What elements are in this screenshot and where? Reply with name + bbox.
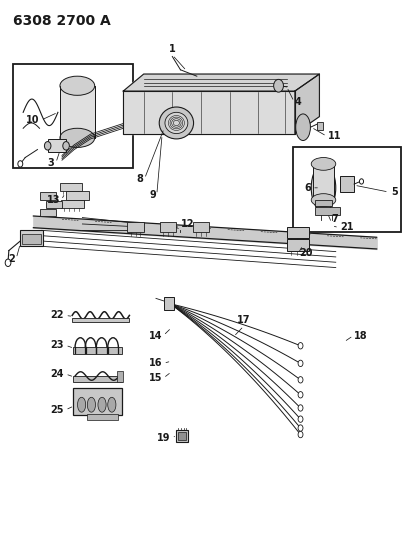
Bar: [60, 86, 94, 138]
Bar: [20, 230, 43, 246]
Bar: [127, 222, 144, 232]
Bar: [339, 176, 353, 192]
Text: 21: 21: [339, 222, 353, 232]
Ellipse shape: [310, 158, 335, 170]
Ellipse shape: [273, 79, 283, 92]
Polygon shape: [294, 74, 319, 134]
Bar: [164, 297, 174, 310]
Ellipse shape: [310, 164, 335, 212]
Bar: [66, 191, 88, 199]
Ellipse shape: [77, 397, 85, 412]
Bar: [47, 139, 66, 152]
Text: 20: 20: [298, 248, 312, 258]
Ellipse shape: [297, 416, 302, 422]
Text: 23: 23: [50, 340, 64, 350]
Text: 2: 2: [8, 254, 15, 263]
Ellipse shape: [108, 397, 116, 412]
Ellipse shape: [297, 377, 302, 383]
Text: 22: 22: [50, 310, 64, 320]
Ellipse shape: [60, 76, 94, 95]
Text: 24: 24: [50, 369, 64, 379]
Text: 8: 8: [137, 174, 144, 184]
Bar: [13, 64, 133, 168]
Bar: [22, 233, 40, 244]
Ellipse shape: [297, 343, 302, 349]
Text: 3: 3: [47, 158, 54, 168]
Ellipse shape: [297, 431, 302, 438]
Ellipse shape: [295, 114, 310, 141]
Text: 15: 15: [148, 373, 162, 383]
Text: 19: 19: [156, 433, 170, 443]
Bar: [117, 370, 123, 382]
Ellipse shape: [310, 193, 335, 206]
Text: 9: 9: [149, 190, 155, 200]
Ellipse shape: [63, 142, 69, 150]
Ellipse shape: [60, 128, 94, 148]
Text: 16: 16: [148, 358, 162, 368]
Ellipse shape: [359, 179, 363, 184]
Bar: [60, 182, 82, 191]
Bar: [39, 192, 56, 199]
Ellipse shape: [297, 392, 302, 398]
Bar: [286, 239, 308, 251]
Bar: [286, 227, 308, 238]
Ellipse shape: [297, 425, 302, 431]
Text: 6308 2700 A: 6308 2700 A: [13, 14, 110, 28]
Text: 18: 18: [353, 330, 367, 341]
Text: 12: 12: [180, 219, 193, 229]
Ellipse shape: [5, 259, 11, 266]
Ellipse shape: [159, 107, 193, 139]
Text: 11: 11: [327, 131, 340, 141]
Bar: [61, 199, 83, 208]
Ellipse shape: [297, 405, 302, 411]
Bar: [315, 207, 339, 215]
Text: 6: 6: [304, 183, 310, 193]
Text: 14: 14: [148, 330, 162, 341]
Bar: [86, 414, 118, 419]
Ellipse shape: [164, 112, 187, 134]
Text: 5: 5: [390, 187, 397, 197]
Polygon shape: [123, 74, 319, 91]
Bar: [73, 387, 122, 415]
Bar: [312, 164, 333, 200]
Bar: [178, 432, 186, 440]
Text: 17: 17: [236, 315, 250, 325]
Text: 25: 25: [50, 405, 64, 415]
Bar: [292, 147, 400, 232]
Polygon shape: [123, 91, 294, 134]
Bar: [317, 122, 323, 130]
Text: 4: 4: [294, 96, 301, 107]
Bar: [192, 222, 209, 232]
Ellipse shape: [87, 397, 95, 412]
Text: 7: 7: [331, 214, 337, 224]
Bar: [72, 318, 129, 322]
Text: 13: 13: [46, 195, 60, 205]
Bar: [315, 200, 331, 206]
Ellipse shape: [44, 142, 51, 150]
Bar: [73, 348, 122, 354]
Bar: [73, 376, 122, 382]
Bar: [45, 200, 62, 208]
Ellipse shape: [98, 397, 106, 412]
Text: 10: 10: [26, 115, 39, 125]
Bar: [39, 208, 56, 216]
Ellipse shape: [18, 161, 23, 167]
Ellipse shape: [297, 360, 302, 367]
Bar: [160, 222, 176, 232]
Bar: [176, 430, 187, 442]
Text: 1: 1: [169, 44, 175, 54]
